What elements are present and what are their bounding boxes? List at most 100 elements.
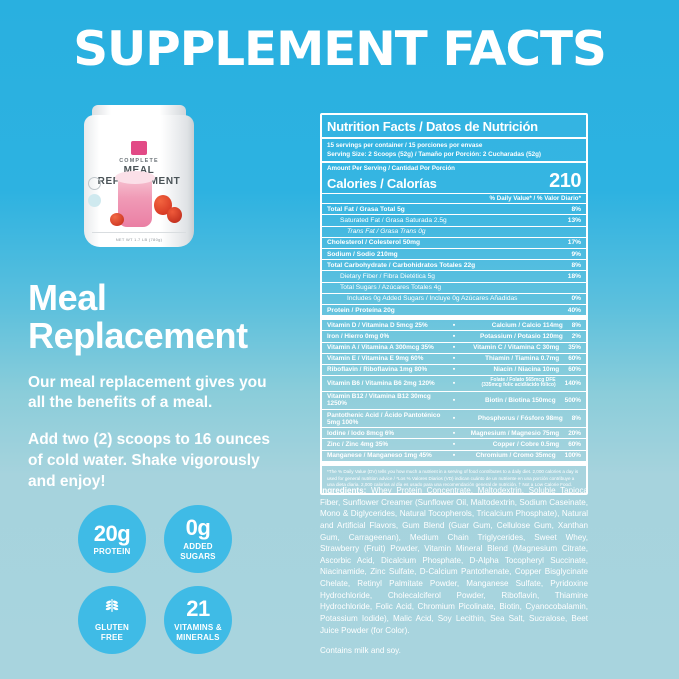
vitamin-right-cell: Vitamin C / Vitamina C 30mg 35% [462,344,584,351]
vitamin-right-label: Magnesium / Magnesio 75mg [470,429,560,437]
nutrition-footnote: *The % Daily Value (DV) tells you how mu… [327,468,579,488]
vitamin-right-cell: Calcium / Calcio 114mg 8% [462,322,584,329]
vitamin-right-daily-value: 60% [568,355,581,363]
nutrient-daily-value: 0% [571,295,581,303]
vitamin-right-daily-value: 60% [568,440,581,448]
divider [322,259,586,261]
vitamin-left-label: Vitamin B12 / Vitamina B12 30mcg 1250% [327,393,431,408]
vitamin-left-label: Vitamin E / Vitamina E 9mg 60% [327,355,424,363]
badge-label: PROTEIN [93,546,131,556]
vitamin-right-label: Chromium / Cromo 35mcg [475,452,556,460]
divider [322,438,586,440]
badge-row: GLUTEN FREE 21 VITAMINS & MINERALS [78,586,308,654]
badge-row: 20g PROTEIN 0g ADDED SUGARS [78,505,308,573]
vitamin-row: Vitamin D / Vitamina D 5mcg 25% ▪ Calcium … [322,320,586,330]
divider [322,303,586,305]
vitamin-left-label: Vitamin B6 / Vitamina B6 2mg 120% [327,379,435,387]
vitamin-right-daily-value: 20% [568,429,581,437]
badge-label: VITAMINS & MINERALS [174,623,222,642]
divider [322,408,586,410]
nutrition-facts-title: Nutrition Facts / Datos de Nutrición [327,119,538,134]
divider [92,232,186,233]
product-image: COMPLETE MEAL REPLACEMENT NET WT 1.7 LB … [66,105,226,265]
bottle-side-badge-2-icon [88,194,101,207]
vitamin-right-cell: Phosphorus / Fósforo 98mg 8% [462,415,584,422]
vitamin-right-daily-value: 140% [564,379,581,387]
vitamin-right-daily-value: 60% [568,366,581,374]
divider [322,363,586,365]
badge-label: ADDED SUGARS [180,542,216,561]
divider [322,427,586,429]
nutrient-row: Trans Fat / Grasa Trans 0g [322,227,586,237]
divider [322,236,586,238]
badge-gluten-free: GLUTEN FREE [78,586,146,654]
bottle-brand-label: COMPLETE [119,158,159,164]
vitamin-right-cell: Thiamin / Tiamina 0.7mg 60% [462,355,584,362]
nutrient-daily-value: 8% [571,261,581,269]
vitamin-left-label: Zinc / Zinc 4mg 35% [327,440,389,448]
vitamin-row: Vitamin B6 / Vitamina B6 2mg 120% ▪ Folate… [322,376,586,391]
badge-value: 0g [185,515,211,541]
badge-label: GLUTEN FREE [94,623,130,642]
vitamin-right-daily-value: 100% [564,452,581,460]
bullet-icon: ▪ [452,379,456,387]
daily-value-header: % Daily Value* / % Valor Diario* [489,195,581,203]
vitamin-right-daily-value: 500% [564,396,581,404]
vitamin-right-label: Niacin / Niacina 10mg [493,366,560,374]
vitamin-left-label: Riboflavin / Riboflavina 1mg 80% [327,366,428,374]
vitamin-row: Vitamin B12 / Vitamina B12 30mcg 1250% ▪ B… [322,392,586,409]
divider [322,315,586,317]
vitamin-right-label: Folate / Folato 565mcg DFE (335mcg folic … [481,376,556,389]
divider [322,292,586,294]
divider [322,316,586,321]
headline-line-2: Replacement [28,314,248,356]
page-title: SUPPLEMENT FACTS [73,22,607,77]
calories-value: 210 [549,170,581,193]
vitamin-left-label: Pantothenic Acid / Ácido Pantoténico 5mg… [327,411,441,426]
vitamin-right-cell: Magnesium / Magnesio 75mg 20% [462,430,584,437]
feature-badges: 20g PROTEIN 0g ADDED SUGARS [78,505,308,667]
vitamin-row: Riboflavin / Riboflavina 1mg 80% ▪ Niacin … [322,365,586,375]
divider [322,449,586,451]
ingredients-text: Ingredients: Whey Protein Concentrate, M… [320,485,588,636]
nutrient-label: Includes 0g Added Sugars / Incluye 0g Az… [347,295,518,303]
divider [322,203,586,205]
badge-protein: 20g PROTEIN [78,505,146,573]
divider [322,225,586,227]
vitamin-right-daily-value: 8% [571,415,581,423]
ingredients-list: Whey Protein Concentrate, Maltodextrin, … [320,486,588,635]
divider [322,375,586,377]
nutrient-row: Protein / Proteína 20g 40% [322,305,586,315]
nutrient-label: Trans Fat / Grasa Trans 0g [347,228,426,236]
vitamin-right-cell: Niacin / Niacina 10mg 60% [462,366,584,373]
divider [322,270,586,272]
left-column: COMPLETE MEAL REPLACEMENT NET WT 1.7 LB … [28,105,308,492]
vitamin-right-label: Copper / Cobre 0.5mg [492,440,560,448]
vitamin-row: Manganese / Manganeso 1mg 45% ▪ Chromium /… [322,451,586,461]
bullet-icon: ▪ [452,452,456,460]
vitamin-left-label: Manganese / Manganeso 1mg 45% [327,452,432,460]
bullet-icon: ▪ [452,415,456,423]
wheat-icon [105,598,119,617]
vitamin-left-label: Iron / Hierro 0mg 0% [327,332,390,340]
bottle-side-badge-icon [88,177,101,190]
vitamin-row: Zinc / Zinc 4mg 35% ▪ Copper / Cobre 0.5mg… [322,439,586,449]
nutrient-row: Saturated Fat / Grasa Saturada 2.5g 13% [322,215,586,225]
nutrient-daily-value: 8% [571,205,581,213]
nutrient-label: Saturated Fat / Grasa Saturada 2.5g [340,217,447,225]
bottle-body: COMPLETE MEAL REPLACEMENT NET WT 1.7 LB … [84,115,194,247]
badge-added-sugars: 0g ADDED SUGARS [164,505,232,573]
vitamin-right-cell: Folate / Folato 565mcg DFE (335mcg folic … [462,376,584,390]
nutrient-label: Protein / Proteína 20g [327,306,395,314]
vitamin-left-label: Vitamin D / Vitamina D 5mcg 25% [327,321,428,329]
nutrient-daily-value: 18% [567,272,581,280]
nutrient-daily-value: 13% [567,217,581,225]
bullet-icon: ▪ [452,332,456,340]
badge-value: 20g [93,520,131,546]
vitamin-row: Iron / Hierro 0mg 0% ▪ Potassium / Potasio… [322,331,586,341]
divider [322,352,586,354]
servings-per-container: 15 servings per container / 15 porciones… [327,142,483,149]
vitamin-right-cell: Potassium / Potasio 120mg 2% [462,333,584,340]
ingredients-section: Ingredients: Whey Protein Concentrate, M… [320,485,588,657]
vitamin-left-label: Vitamin A / Vitamina A 300mcg 35% [327,344,434,352]
